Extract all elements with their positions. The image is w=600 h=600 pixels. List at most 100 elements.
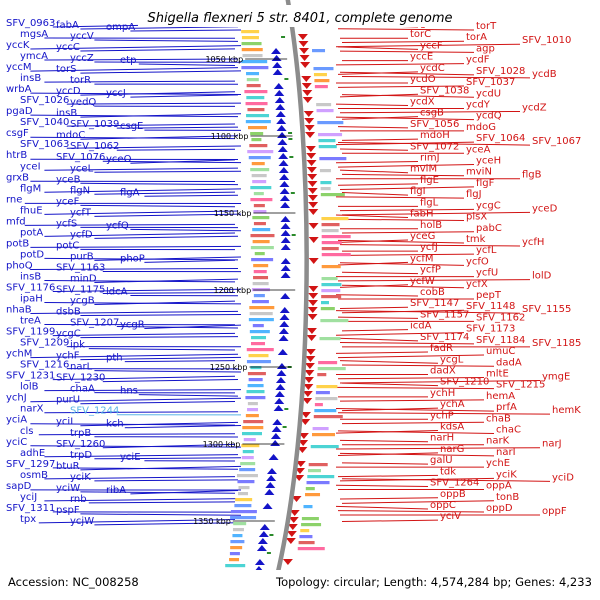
feature-bar-right	[317, 373, 327, 377]
right-label-line	[337, 85, 465, 88]
gene-arrow-reverse	[308, 209, 319, 215]
right-gene-label: yccF	[420, 40, 443, 51]
left-label-line	[44, 167, 239, 171]
feature-bar-left	[246, 360, 271, 364]
left-gene-label: mfd	[6, 216, 26, 227]
right-gene-label: narG	[440, 444, 464, 455]
left-label-line	[66, 123, 236, 127]
left-label-line	[102, 291, 236, 294]
left-label-line	[44, 411, 239, 414]
right-gene-label: ycdF	[466, 55, 490, 66]
right-gene-label: SFV_1162	[476, 312, 525, 323]
right-gene-label: pepT	[476, 290, 502, 301]
left-gene-label: SFV_1040	[20, 117, 69, 128]
right-gene-label: yceA	[466, 144, 491, 155]
kbp-tick-label: 1250 kbp	[210, 363, 248, 372]
left-label-line	[80, 421, 239, 427]
left-label-line	[94, 522, 239, 526]
feature-bar-left	[253, 264, 269, 268]
right-label-lines	[335, 23, 551, 522]
right-gene-label: narH	[430, 433, 454, 444]
gene-arrow-reverse	[302, 398, 313, 404]
right-label-line	[335, 386, 495, 390]
right-label-line	[341, 329, 409, 332]
gene-arrow-forward	[266, 475, 277, 481]
feature-marker	[288, 138, 293, 140]
right-label-line	[335, 253, 475, 256]
left-gene-label: mdoC	[56, 130, 85, 141]
feature-bar-left	[241, 456, 254, 460]
feature-marker	[281, 36, 286, 38]
gene-arrow-forward	[258, 531, 269, 537]
feature-bar-left	[245, 414, 259, 418]
feature-bar-right	[312, 427, 329, 431]
gene-arrow-forward	[270, 433, 281, 439]
right-label-line	[341, 462, 429, 465]
right-gene-label: yceG	[410, 231, 435, 242]
left-gene-label: mgsA	[20, 29, 48, 40]
right-gene-label: SFV_1264	[430, 478, 479, 489]
feature-bar-right	[320, 193, 345, 197]
gene-arrow-forward	[274, 97, 285, 103]
right-label-line	[337, 354, 485, 359]
right-label-line	[335, 196, 465, 199]
right-gene-label: SFV_1067	[532, 136, 581, 147]
left-gene-label: csgE	[120, 121, 143, 132]
feature-bar-right	[301, 517, 319, 521]
feature-bar-right	[321, 277, 338, 281]
feature-bar-right	[321, 289, 341, 293]
feature-bar-left	[248, 318, 274, 322]
left-label-line	[38, 433, 236, 436]
gene-arrow-reverse	[302, 391, 313, 397]
feature-bar-left	[246, 72, 260, 76]
feature-bar-left	[233, 522, 247, 526]
feature-bar-right	[321, 223, 340, 227]
gene-arrow-reverse	[305, 356, 316, 362]
right-gene-label: mltE	[486, 368, 509, 379]
right-label-line	[341, 364, 495, 367]
left-gene-label: wrbA	[6, 84, 32, 95]
feature-bar-right	[314, 409, 337, 413]
feature-bar-right	[321, 295, 342, 299]
left-label-line	[102, 443, 236, 449]
left-gene-label: yciA	[6, 415, 27, 426]
left-gene-label: yccK	[6, 40, 30, 51]
left-gene-label: ycfD	[70, 229, 93, 240]
right-gene-label: narK	[486, 436, 510, 447]
feature-marker	[291, 234, 296, 236]
left-gene-label: ychJ	[6, 393, 27, 404]
right-label-line	[337, 239, 465, 244]
left-label-line	[44, 232, 236, 237]
right-label-line	[335, 294, 419, 297]
kbp-tick-label: 1100 kbp	[211, 132, 249, 141]
right-label-line	[341, 500, 495, 504]
left-gene-label: flgM	[20, 183, 41, 194]
gene-arrow-reverse	[287, 524, 298, 530]
left-label-line	[30, 45, 242, 50]
right-gene-label: flgJ	[466, 189, 482, 200]
feature-bar-left	[238, 492, 249, 496]
left-label-line	[30, 245, 242, 248]
left-gene-label: phoQ	[6, 260, 33, 271]
right-gene-label: ycfJ	[420, 242, 438, 253]
gene-arrow-forward	[270, 440, 281, 446]
right-label-line	[337, 164, 475, 168]
right-gene-label: SFV_1064	[476, 133, 525, 144]
left-gene-label: yciJ	[20, 492, 37, 503]
feature-bar-left	[247, 372, 266, 376]
gene-arrow-reverse	[291, 496, 302, 502]
right-gene-label: flgB	[522, 170, 542, 181]
right-label-line	[341, 421, 485, 425]
right-gene-label: narI	[496, 447, 516, 458]
feature-bar-right	[318, 139, 336, 143]
gene-arrow-forward	[280, 244, 291, 250]
right-gene-label: tdk	[440, 466, 456, 477]
feature-bar-left	[229, 552, 240, 556]
gene-arrow-forward	[268, 454, 279, 460]
left-gene-label: rne	[6, 194, 22, 205]
left-label-line	[130, 159, 236, 164]
left-gene-label: ymcA	[20, 51, 48, 62]
gene-arrow-reverse	[307, 188, 318, 194]
left-label-line	[44, 389, 242, 392]
